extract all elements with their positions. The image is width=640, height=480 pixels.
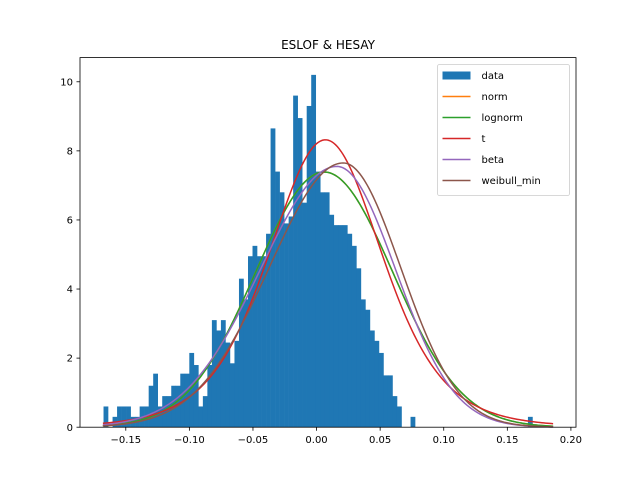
y-tick-label: 10 xyxy=(60,77,73,88)
histogram-bar xyxy=(342,225,348,428)
histogram-bar xyxy=(360,299,366,428)
x-tick-label: 0.15 xyxy=(496,435,518,446)
histogram-bar xyxy=(315,171,321,428)
legend-label-norm: norm xyxy=(482,92,508,103)
histogram-bar xyxy=(410,416,416,428)
y-tick-label: 6 xyxy=(67,216,73,227)
histogram-bar xyxy=(229,363,235,428)
histogram-bar xyxy=(261,256,267,428)
histogram-bar xyxy=(356,268,362,428)
histogram-bar xyxy=(103,406,109,428)
chart-title: ESLOF & HESAY xyxy=(281,38,376,52)
histogram-bar xyxy=(279,192,285,428)
histogram-bar xyxy=(148,385,154,428)
y-tick-label: 8 xyxy=(67,146,73,157)
histogram-bar xyxy=(288,216,294,428)
histogram-bar xyxy=(338,225,344,428)
x-tick-label: 0.20 xyxy=(560,435,582,446)
legend-label-beta: beta xyxy=(482,155,505,166)
legend-label-weibull-min: weibull_min xyxy=(482,176,541,187)
histogram-bar xyxy=(387,375,393,428)
plot-frame xyxy=(79,57,577,428)
histogram-bar xyxy=(392,396,398,428)
histogram-bar xyxy=(225,342,231,428)
histogram-bar xyxy=(266,233,271,428)
y-tick-label: 2 xyxy=(67,354,73,365)
histogram-bar xyxy=(211,320,217,428)
histogram-bar xyxy=(333,225,339,428)
histogram-bar xyxy=(284,223,289,428)
histogram-bar xyxy=(198,406,204,428)
histogram-bar xyxy=(320,192,326,428)
histogram-bar xyxy=(220,320,226,428)
histogram-bar xyxy=(374,340,380,428)
histogram-bar xyxy=(302,202,307,428)
legend-label-lognorm: lognorm xyxy=(482,113,523,124)
histogram-bar xyxy=(234,340,240,428)
legend-label-data: data xyxy=(482,71,505,82)
histogram-bar xyxy=(180,373,186,428)
x-tick-label: −0.10 xyxy=(174,435,205,446)
histogram-bar xyxy=(202,396,208,428)
histogram-bar xyxy=(351,245,357,428)
histogram-bar xyxy=(378,352,384,428)
legend-label-t: t xyxy=(482,134,486,145)
curve-t xyxy=(102,139,554,425)
histogram-bar xyxy=(193,365,199,428)
histogram-bar xyxy=(157,406,163,428)
fit-curves xyxy=(102,139,554,428)
histogram-bar xyxy=(275,171,280,428)
x-tick-label: 0.05 xyxy=(369,435,391,446)
histogram-bar xyxy=(347,233,353,428)
histogram-bar xyxy=(311,74,317,428)
x-tick-label: −0.05 xyxy=(238,435,269,446)
y-tick-label: 0 xyxy=(67,423,73,434)
histogram-bar xyxy=(396,406,402,428)
histogram-bar xyxy=(207,365,213,428)
histogram-bar xyxy=(184,373,190,428)
x-tick-label: −0.15 xyxy=(110,435,141,446)
histogram-bar xyxy=(252,245,258,428)
curve-weibull-min xyxy=(102,162,554,428)
histogram-bar xyxy=(153,373,158,428)
histogram-bar xyxy=(238,278,244,428)
histogram-bar xyxy=(257,256,262,428)
histogram-bar xyxy=(189,352,195,428)
histogram-bar xyxy=(369,330,375,428)
histogram-bar xyxy=(117,406,122,428)
histogram-bar xyxy=(329,214,335,428)
y-tick-label: 4 xyxy=(67,285,73,296)
histogram-bar xyxy=(306,105,312,428)
legend: data norm lognorm t beta weibull_min xyxy=(437,64,570,196)
histogram-bar xyxy=(248,256,253,428)
histogram-bar xyxy=(270,128,276,428)
histogram-bar xyxy=(121,406,127,428)
histogram-bar xyxy=(162,396,168,428)
histogram-bar xyxy=(243,299,249,428)
x-tick-label: 0.00 xyxy=(305,435,327,446)
x-tick-label: 0.10 xyxy=(433,435,455,446)
histogram-bar xyxy=(324,192,330,428)
histogram-bar xyxy=(383,375,389,428)
histogram-bar xyxy=(293,95,298,428)
legend-swatch-data xyxy=(442,71,471,80)
histogram-bar xyxy=(297,118,303,428)
histogram-bar xyxy=(216,330,222,428)
x-axis: −0.15 −0.10 −0.05 0.00 0.05 0.10 0.15 0.20 xyxy=(110,427,582,446)
histogram-bar xyxy=(126,406,131,428)
y-axis: 0 2 4 6 8 10 xyxy=(60,77,80,434)
histogram-bar xyxy=(365,309,371,428)
